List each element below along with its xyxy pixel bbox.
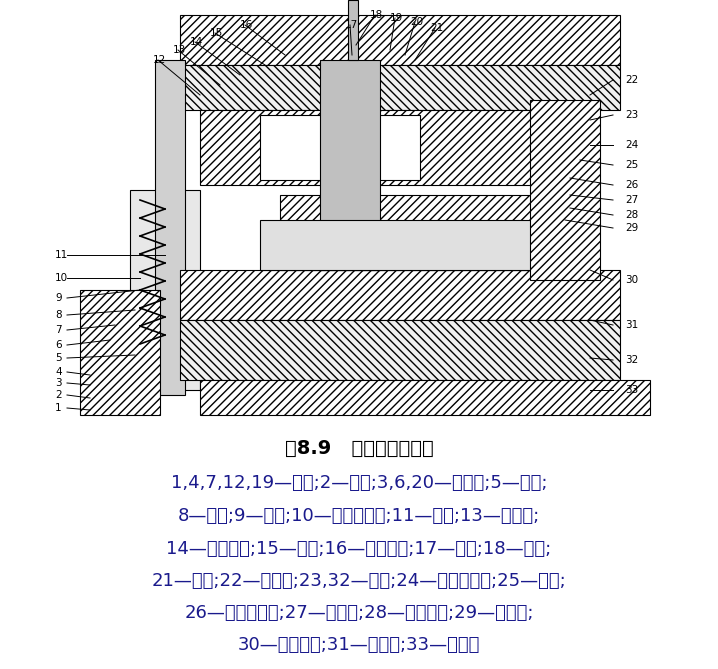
Text: 27: 27 [625, 195, 638, 205]
Text: 21—衬套;22—上模座;23,32—垫板;24—凸模固定板;25—凹模;: 21—衬套;22—上模座;23,32—垫板;24—凸模固定板;25—凹模; [151, 572, 567, 590]
Bar [260, 115, 420, 180]
Text: 17: 17 [345, 20, 358, 30]
Text: 22: 22 [625, 75, 638, 85]
Text: 12: 12 [153, 55, 167, 65]
Text: 2: 2 [55, 390, 62, 400]
Bar [130, 190, 200, 390]
Bar [155, 60, 185, 395]
Text: 7: 7 [55, 325, 62, 335]
Text: 16: 16 [240, 20, 253, 30]
Text: 1,4,7,12,19—螺钉;2—垫圈;3,6,20—圆柱销;5—衬套;: 1,4,7,12,19—螺钉;2—垫圈;3,6,20—圆柱销;5—衬套; [171, 474, 547, 492]
Text: 3: 3 [55, 378, 62, 388]
Text: 图8.9   磁极复合冲裁模: 图8.9 磁极复合冲裁模 [284, 438, 434, 458]
Text: 4: 4 [55, 367, 62, 377]
Text: 30—卸料螺钉;31—固定板;33—下模座: 30—卸料螺钉;31—固定板;33—下模座 [238, 636, 480, 654]
Bar [280, 195, 560, 270]
Text: 19: 19 [390, 13, 404, 23]
Text: 18: 18 [370, 10, 383, 20]
Bar [530, 100, 600, 280]
Text: 31: 31 [625, 320, 638, 330]
Text: 8: 8 [55, 310, 62, 320]
Text: 11: 11 [55, 250, 68, 260]
Text: 33: 33 [625, 385, 638, 395]
Bar [180, 65, 620, 110]
Text: 13: 13 [173, 45, 186, 55]
Bar [320, 60, 380, 270]
Text: 14: 14 [190, 37, 203, 47]
Text: 15: 15 [210, 28, 223, 38]
Text: 9: 9 [55, 293, 62, 303]
Text: 23: 23 [625, 110, 638, 120]
Text: 1: 1 [55, 403, 62, 413]
Text: 21: 21 [430, 23, 443, 33]
Text: 10: 10 [55, 273, 68, 283]
Text: 26—凸凹模镶件;27—卸料板;28—弹簧挡圈;29—凸凹模;: 26—凸凹模镶件;27—卸料板;28—弹簧挡圈;29—凸凹模; [185, 604, 533, 622]
Bar [200, 380, 650, 415]
Text: 30: 30 [625, 275, 638, 285]
Bar [348, 0, 358, 60]
Text: 8—导柱;9—弹簧;10—钢球保持圈;11—导套;13—推件块;: 8—导柱;9—弹簧;10—钢球保持圈;11—导套;13—推件块; [178, 507, 540, 525]
Text: 28: 28 [625, 210, 638, 220]
Bar [180, 15, 620, 65]
Text: 20: 20 [410, 17, 423, 27]
Text: 26: 26 [625, 180, 638, 190]
Bar [260, 220, 580, 270]
Text: 25: 25 [625, 160, 638, 170]
Text: 5: 5 [55, 353, 62, 363]
Bar [180, 270, 620, 320]
Text: 6: 6 [55, 340, 62, 350]
Text: 14—冲孔凸模;15—推板;16—连接推杆;17—打杆;18—模柄;: 14—冲孔凸模;15—推板;16—连接推杆;17—打杆;18—模柄; [167, 540, 551, 558]
Bar [200, 110, 580, 185]
Text: 29: 29 [625, 223, 638, 233]
Bar [180, 320, 620, 380]
Text: 24: 24 [625, 140, 638, 150]
Text: 32: 32 [625, 355, 638, 365]
Bar [80, 290, 160, 415]
